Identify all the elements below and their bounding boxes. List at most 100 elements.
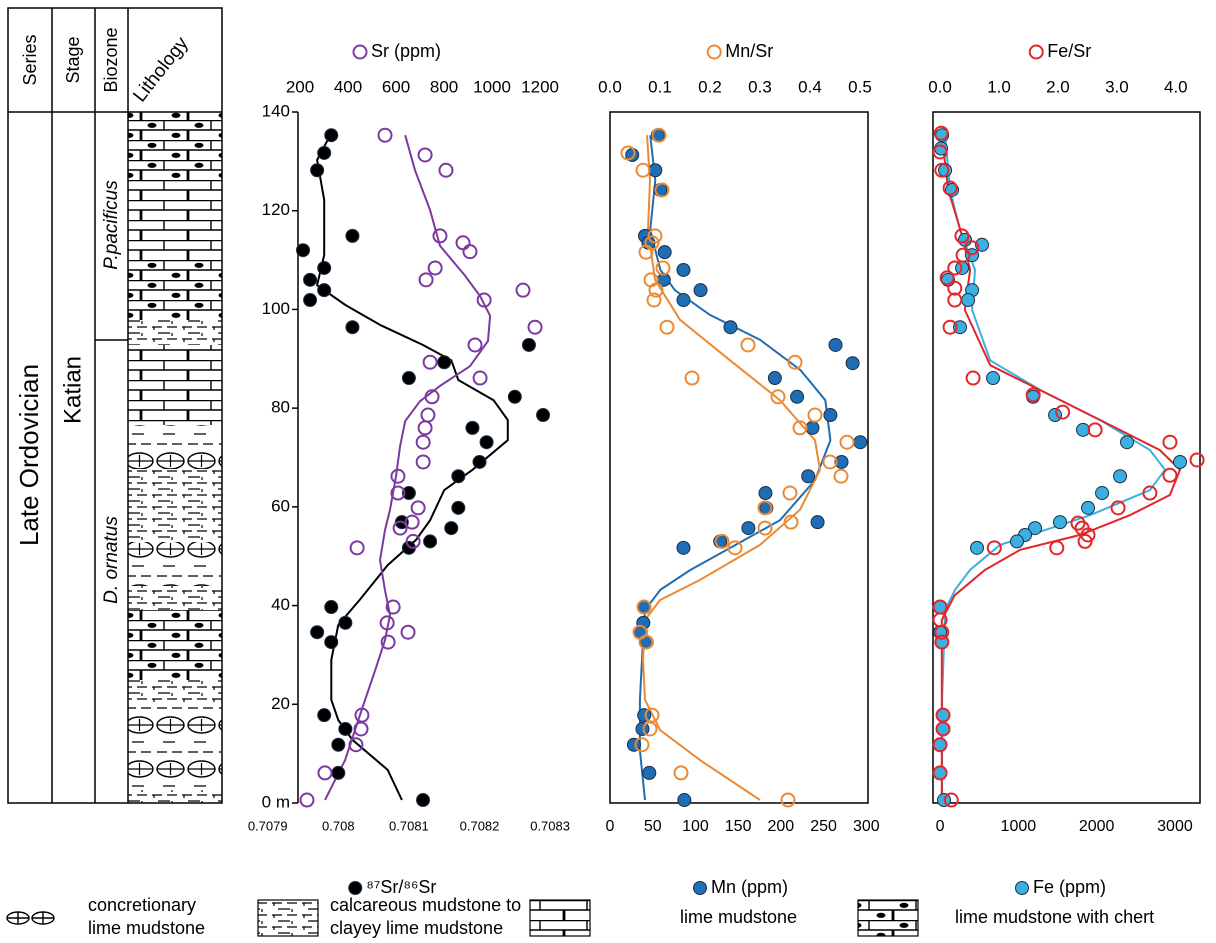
data-point [474, 372, 487, 385]
x2-tick-label: 0.4 [798, 77, 822, 96]
data-point [971, 541, 984, 554]
x-tick-label: 0.7082 [460, 818, 500, 833]
y-tick-label: 20 [271, 694, 290, 713]
page: Series Stage Biozone Lithology Late Ordo… [0, 0, 1216, 943]
y-tick-label: 80 [271, 398, 290, 417]
data-point [412, 501, 425, 514]
legend-icon [258, 900, 318, 936]
data-point [429, 261, 442, 274]
data-point [419, 421, 432, 434]
figure: Series Stage Biozone Lithology Late Ordo… [0, 0, 1216, 943]
column-header: Biozone [101, 27, 121, 92]
x2-tick-label: 1.0 [987, 77, 1011, 96]
data-point [686, 372, 699, 385]
legend-label: Fe/Sr [1047, 41, 1091, 61]
x2-tick-label: 2.0 [1046, 77, 1070, 96]
data-point [661, 321, 674, 334]
data-point [1054, 516, 1067, 529]
x-tick-label: 1000 [1001, 818, 1037, 835]
legend-text: clayey lime mudstone [330, 918, 503, 938]
x2-tick-label: 0.1 [648, 77, 672, 96]
data-point [325, 601, 338, 614]
data-point [742, 338, 755, 351]
data-point [829, 338, 842, 351]
biozone-label: P.pacificus [101, 180, 122, 270]
x2-tick-label: 0.2 [698, 77, 722, 96]
data-point [346, 229, 359, 242]
data-point [962, 294, 975, 307]
data-point [452, 470, 465, 483]
data-point [959, 233, 972, 246]
legend-text: lime mudstone [88, 918, 205, 938]
data-point [636, 722, 649, 735]
data-point [424, 356, 437, 369]
data-point [724, 321, 737, 334]
data-point [529, 321, 542, 334]
data-point [841, 436, 854, 449]
data-point [349, 738, 362, 751]
lithology-legend: concretionary lime mudstone calcareous m… [7, 895, 1154, 938]
lithology-interval [128, 790, 222, 803]
x-tick-label: 50 [644, 818, 662, 835]
lithology-interval [128, 680, 222, 702]
data-point [675, 766, 688, 779]
legend-icon [858, 900, 918, 936]
data-point [480, 436, 493, 449]
data-point [759, 487, 772, 500]
data-point [346, 321, 359, 334]
data-point [1114, 470, 1127, 483]
data-point [677, 294, 690, 307]
x2-tick-label: 0.3 [748, 77, 772, 96]
x2-tick-label: 800 [430, 77, 458, 96]
x-tick-label: 0.7079 [248, 818, 288, 833]
data-point [300, 794, 313, 807]
x-tick-label: 300 [853, 818, 880, 835]
data-point [1089, 423, 1102, 436]
data-point [1011, 535, 1024, 548]
data-point [811, 516, 824, 529]
lithology-interval [128, 180, 222, 260]
x-tick-label: 100 [682, 818, 709, 835]
y-tick-label: 100 [262, 299, 290, 318]
legend-label: Mn/Sr [725, 41, 773, 61]
x-tick-label: 3000 [1157, 818, 1193, 835]
data-point [1049, 409, 1062, 422]
legend-text: lime mudstone with chert [955, 907, 1154, 927]
trend-line [942, 135, 1180, 800]
x2-tick-label: 1200 [521, 77, 559, 96]
lithology-interval [128, 260, 222, 320]
data-point [1050, 541, 1063, 554]
x-tick-label: 0.708 [322, 818, 355, 833]
stage-label: Katian [59, 356, 86, 424]
legend-icon [530, 900, 590, 936]
x2-tick-label: 400 [334, 77, 362, 96]
data-point [782, 794, 795, 807]
data-point [417, 455, 430, 468]
data-point [988, 541, 1001, 554]
x2-tick-label: 1000 [473, 77, 511, 96]
data-point [742, 522, 755, 535]
data-point [417, 436, 430, 449]
data-point [433, 229, 446, 242]
data-point [452, 501, 465, 514]
lithology-interval [128, 112, 222, 180]
legend-marker [694, 882, 707, 895]
data-point [318, 146, 331, 159]
legend-marker [1016, 882, 1029, 895]
data-point [445, 522, 458, 535]
data-point [351, 541, 364, 554]
legend-label: ⁸⁷Sr/⁸⁶Sr [366, 877, 436, 897]
legend-text: concretionary [88, 895, 196, 915]
data-point [1163, 436, 1176, 449]
data-point [463, 245, 476, 258]
legend-icon [7, 912, 54, 924]
x2-tick-label: 4.0 [1164, 77, 1188, 96]
data-point [419, 148, 432, 161]
data-point [332, 766, 345, 779]
y-tick-label: 140 [262, 101, 290, 120]
legend-label: Sr (ppm) [371, 41, 441, 61]
x2-tick-label: 600 [382, 77, 410, 96]
data-point [420, 273, 433, 286]
y-tick-label: 120 [262, 200, 290, 219]
x-tick-label: 250 [810, 818, 837, 835]
